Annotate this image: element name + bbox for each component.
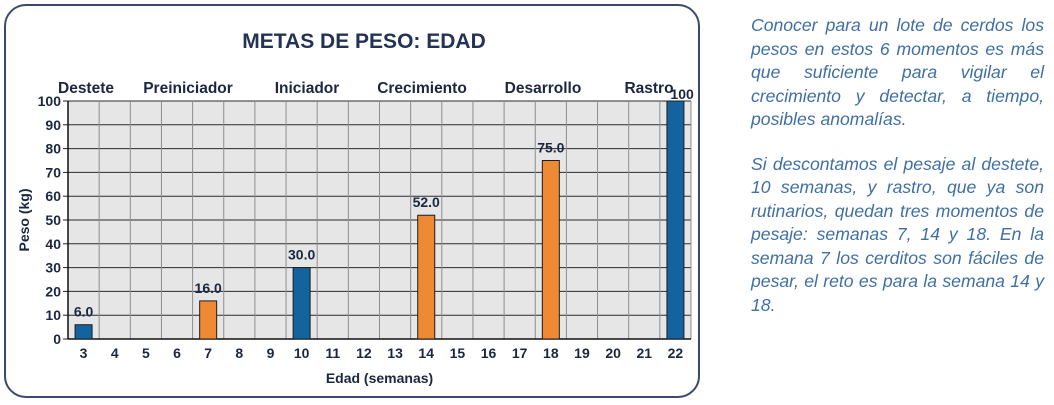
x-axis-title: Edad (semanas) bbox=[326, 370, 433, 386]
bar-data-label: 52.0 bbox=[413, 194, 440, 210]
bar bbox=[666, 100, 685, 340]
y-tick-label: 50 bbox=[45, 212, 61, 228]
x-tick-label: 16 bbox=[481, 345, 497, 361]
bar bbox=[292, 267, 311, 340]
y-tick-label: 80 bbox=[45, 141, 61, 157]
x-tick-label: 11 bbox=[325, 345, 340, 361]
y-tick-label: 70 bbox=[45, 164, 61, 180]
chart-title: METAS DE PESO: EDAD bbox=[242, 30, 485, 53]
bar bbox=[199, 300, 218, 340]
x-tick-label: 15 bbox=[450, 345, 466, 361]
stage-label: Rastro bbox=[624, 80, 673, 97]
stage-label: Destete bbox=[58, 80, 114, 97]
y-tick-label: 90 bbox=[45, 117, 61, 133]
y-tick-label: 100 bbox=[38, 93, 62, 109]
bar-data-label: 75.0 bbox=[537, 140, 564, 156]
x-tick-label: 9 bbox=[267, 345, 275, 361]
x-tick-label: 12 bbox=[356, 345, 372, 361]
side-paragraph-1: Conocer para un lote de cerdos los pesos… bbox=[751, 15, 1044, 129]
bar-chart: METAS DE PESO: EDAD Destete Preiniciador In… bbox=[16, 30, 694, 386]
bar bbox=[74, 324, 93, 340]
x-tick-label: 20 bbox=[605, 345, 621, 361]
y-axis-title: Peso (kg) bbox=[16, 188, 32, 251]
bar-data-label: 30.0 bbox=[288, 247, 315, 263]
bar-data-label: 100 bbox=[670, 86, 694, 102]
x-tick-label: 10 bbox=[294, 345, 310, 361]
x-tick-label: 6 bbox=[173, 345, 181, 361]
stage-label: Preiniciador bbox=[143, 80, 233, 97]
x-tick-label: 13 bbox=[387, 345, 403, 361]
y-tick-label: 30 bbox=[45, 260, 61, 276]
y-tick-label: 10 bbox=[45, 307, 61, 323]
x-tick-label: 19 bbox=[574, 345, 590, 361]
bar bbox=[417, 214, 436, 340]
x-tick-label: 8 bbox=[235, 345, 243, 361]
stage-label: Desarrollo bbox=[505, 80, 582, 97]
stage-label: Iniciador bbox=[275, 80, 340, 97]
side-paragraph-2: Si descontamos el pesaje al destete, 10 … bbox=[751, 153, 1044, 315]
x-tick-label: 17 bbox=[512, 345, 528, 361]
y-tick-label: 0 bbox=[53, 331, 61, 347]
stage-label: Crecimiento bbox=[377, 80, 467, 97]
chart-panel: METAS DE PESO: EDAD Destete Preiniciador In… bbox=[4, 4, 700, 398]
x-tick-label: 5 bbox=[142, 345, 150, 361]
x-tick-label: 7 bbox=[204, 345, 212, 361]
x-tick-label: 3 bbox=[80, 345, 88, 361]
bar bbox=[541, 160, 560, 340]
x-tick-label: 14 bbox=[418, 345, 434, 361]
y-tick-label: 60 bbox=[45, 188, 61, 204]
x-tick-label: 21 bbox=[636, 345, 652, 361]
x-tick-label: 18 bbox=[543, 345, 559, 361]
side-text: Conocer para un lote de cerdos los pesos… bbox=[751, 14, 1044, 338]
y-tick-label: 40 bbox=[45, 236, 61, 252]
bar-data-label: 16.0 bbox=[195, 280, 222, 296]
y-tick-label: 20 bbox=[45, 283, 61, 299]
x-tick-label: 4 bbox=[111, 345, 119, 361]
x-tick-label: 22 bbox=[668, 345, 684, 361]
bar-data-label: 6.0 bbox=[74, 304, 94, 320]
